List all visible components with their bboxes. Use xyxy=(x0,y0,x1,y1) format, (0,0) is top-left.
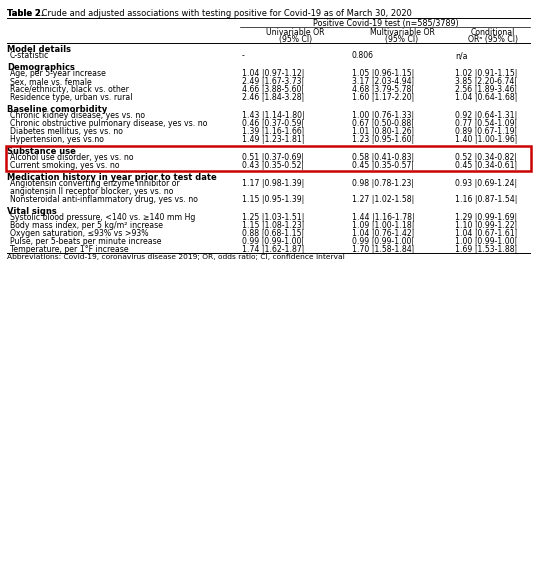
Text: Multivariable OR: Multivariable OR xyxy=(369,28,434,37)
Text: 1.25 |1.03-1.51|: 1.25 |1.03-1.51| xyxy=(242,214,304,222)
Text: Systolic blood pressure, <140 vs. ≥140 mm Hg: Systolic blood pressure, <140 vs. ≥140 m… xyxy=(10,214,195,222)
Text: 0.89 |0.67-1.19|: 0.89 |0.67-1.19| xyxy=(455,128,517,137)
Text: 1.10 |0.99-1.22|: 1.10 |0.99-1.22| xyxy=(455,222,517,231)
Text: Sex, male vs. female: Sex, male vs. female xyxy=(10,78,92,87)
Text: 1.27 |1.02-1.58|: 1.27 |1.02-1.58| xyxy=(352,196,414,205)
Text: n/a: n/a xyxy=(455,52,468,61)
Text: Chronic obstructive pulmonary disease, yes vs. no: Chronic obstructive pulmonary disease, y… xyxy=(10,120,207,129)
Text: 1.39 |1.16-1.66|: 1.39 |1.16-1.66| xyxy=(242,128,304,137)
Text: 4.68 |3.79-5.78|: 4.68 |3.79-5.78| xyxy=(352,86,414,95)
Text: 0.45 |0.34-0.61|: 0.45 |0.34-0.61| xyxy=(455,162,517,171)
Text: Angiotensin converting enzyme inhibitor or: Angiotensin converting enzyme inhibitor … xyxy=(10,180,179,188)
Text: Nonsteroidal anti-inflammatory drug, yes vs. no: Nonsteroidal anti-inflammatory drug, yes… xyxy=(10,196,198,205)
Text: 0.99 |0.99-1.00|: 0.99 |0.99-1.00| xyxy=(352,238,414,247)
Text: 1.15 |0.95-1.39|: 1.15 |0.95-1.39| xyxy=(242,196,304,205)
Text: Substance use: Substance use xyxy=(7,147,76,156)
Text: 1.04 |0.64-1.68|: 1.04 |0.64-1.68| xyxy=(455,94,517,103)
Text: 0.46 |0.37-0.59|: 0.46 |0.37-0.59| xyxy=(242,120,304,129)
Text: 0.58 |0.41-0.83|: 0.58 |0.41-0.83| xyxy=(352,154,414,163)
Text: 1.02 |0.91-1.15|: 1.02 |0.91-1.15| xyxy=(455,70,517,78)
Text: Baseline comorbidity: Baseline comorbidity xyxy=(7,105,107,114)
Text: Positive Covid-19 test (n=585/3789): Positive Covid-19 test (n=585/3789) xyxy=(313,19,459,28)
Text: 1.74 |1.62-1.87|: 1.74 |1.62-1.87| xyxy=(242,246,304,255)
Text: Age, per 5-year increase: Age, per 5-year increase xyxy=(10,70,106,78)
Text: 1.00 |0.99-1.00|: 1.00 |0.99-1.00| xyxy=(455,238,517,247)
Text: Table 2.: Table 2. xyxy=(7,9,44,18)
Text: Conditional: Conditional xyxy=(470,28,514,37)
Text: 0.67 |0.50-0.88|: 0.67 |0.50-0.88| xyxy=(352,120,414,129)
Text: 0.93 |0.69-1.24|: 0.93 |0.69-1.24| xyxy=(455,180,517,188)
Text: Table 2.: Table 2. xyxy=(7,9,44,18)
Text: 1.01 |0.80-1.26|: 1.01 |0.80-1.26| xyxy=(352,128,414,137)
Text: 0.98 |0.78-1.23|: 0.98 |0.78-1.23| xyxy=(352,180,414,188)
Text: 1.49 |1.23-1.81|: 1.49 |1.23-1.81| xyxy=(242,136,304,145)
Text: 0.77 |0.54-1.09|: 0.77 |0.54-1.09| xyxy=(455,120,517,129)
Text: 1.15 |1.08-1.23|: 1.15 |1.08-1.23| xyxy=(242,222,304,231)
Text: 1.23 |0.95-1.60|: 1.23 |0.95-1.60| xyxy=(352,136,414,145)
Text: C-statistic: C-statistic xyxy=(10,52,49,61)
Text: Abbreviations: Covid-19, coronavirus disease 2019; OR, odds ratio; CI, confidenc: Abbreviations: Covid-19, coronavirus dis… xyxy=(7,255,345,260)
Text: Univariable OR: Univariable OR xyxy=(266,28,325,37)
Text: 1.40 |1.00-1.96|: 1.40 |1.00-1.96| xyxy=(455,136,517,145)
Text: 1.05 |0.96-1.15|: 1.05 |0.96-1.15| xyxy=(352,70,414,78)
Text: 1.04 |0.76-1.42|: 1.04 |0.76-1.42| xyxy=(352,230,415,239)
Text: 3.85 |2.20-6.74|: 3.85 |2.20-6.74| xyxy=(455,78,517,87)
Text: 0.99 |0.99-1.00|: 0.99 |0.99-1.00| xyxy=(242,238,304,247)
Text: Alcohol use disorder, yes vs. no: Alcohol use disorder, yes vs. no xyxy=(10,154,134,163)
Bar xyxy=(6,146,531,171)
Text: 4.66 |3.88-5.60|: 4.66 |3.88-5.60| xyxy=(242,86,304,95)
Text: 0.806: 0.806 xyxy=(352,52,374,61)
Text: Medication history in year prior to test date: Medication history in year prior to test… xyxy=(7,173,217,182)
Text: Vital signs: Vital signs xyxy=(7,207,57,216)
Text: ORᵃ (95% CI): ORᵃ (95% CI) xyxy=(468,35,518,44)
Text: -: - xyxy=(242,52,245,61)
Text: Current smoking, yes vs. no: Current smoking, yes vs. no xyxy=(10,162,120,171)
Text: 1.04 |0.97-1.12|: 1.04 |0.97-1.12| xyxy=(242,70,304,78)
Text: Crude and adjusted associations with testing positive for Covid-19 as of March 3: Crude and adjusted associations with tes… xyxy=(39,9,412,18)
Text: 0.51 |0.37-0.69|: 0.51 |0.37-0.69| xyxy=(242,154,304,163)
Text: 1.09 |1.00-1.18|: 1.09 |1.00-1.18| xyxy=(352,222,415,231)
Text: 1.29 |0.99-1.69|: 1.29 |0.99-1.69| xyxy=(455,214,517,222)
Text: 0.92 |0.64-1.31|: 0.92 |0.64-1.31| xyxy=(455,112,517,121)
Text: Model details: Model details xyxy=(7,45,71,54)
Text: Diabetes mellitus, yes vs. no: Diabetes mellitus, yes vs. no xyxy=(10,128,123,137)
Text: (95% CI): (95% CI) xyxy=(279,35,312,44)
Text: 2.49 |1.67-3.73|: 2.49 |1.67-3.73| xyxy=(242,78,304,87)
Text: Temperature, per 1°F increase: Temperature, per 1°F increase xyxy=(10,246,129,255)
Text: 0.88 |0.68-1.15|: 0.88 |0.68-1.15| xyxy=(242,230,304,239)
Text: Chronic kidney disease, yes vs. no: Chronic kidney disease, yes vs. no xyxy=(10,112,145,121)
Text: 1.69 |1.53-1.88|: 1.69 |1.53-1.88| xyxy=(455,246,517,255)
Text: (95% CI): (95% CI) xyxy=(386,35,418,44)
Text: 1.43 |1.14-1.80|: 1.43 |1.14-1.80| xyxy=(242,112,304,121)
Text: Pulse, per 5-beats per minute increase: Pulse, per 5-beats per minute increase xyxy=(10,238,162,247)
Text: 1.04 |0.67-1.61|: 1.04 |0.67-1.61| xyxy=(455,230,517,239)
Text: 2.56 |1.89-3.46|: 2.56 |1.89-3.46| xyxy=(455,86,517,95)
Text: 0.52 |0.34-0.82|: 0.52 |0.34-0.82| xyxy=(455,154,517,163)
Text: Residence type, urban vs. rural: Residence type, urban vs. rural xyxy=(10,94,133,103)
Text: 1.44 |1.16-1.78|: 1.44 |1.16-1.78| xyxy=(352,214,415,222)
Text: angiotensin II receptor blocker, yes vs. no: angiotensin II receptor blocker, yes vs.… xyxy=(10,188,173,197)
Text: 1.16 |0.87-1.54|: 1.16 |0.87-1.54| xyxy=(455,196,517,205)
Text: 1.70 |1.58-1.84|: 1.70 |1.58-1.84| xyxy=(352,246,415,255)
Text: 1.17 |0.98-1.39|: 1.17 |0.98-1.39| xyxy=(242,180,304,188)
Text: Demographics: Demographics xyxy=(7,63,75,72)
Text: Race/ethnicity, black vs. other: Race/ethnicity, black vs. other xyxy=(10,86,129,95)
Text: 0.45 |0.35-0.57|: 0.45 |0.35-0.57| xyxy=(352,162,414,171)
Text: 0.43 |0.35-0.52|: 0.43 |0.35-0.52| xyxy=(242,162,304,171)
Text: 3.17 |2.03-4.94|: 3.17 |2.03-4.94| xyxy=(352,78,414,87)
Text: 2.46 |1.84-3.28|: 2.46 |1.84-3.28| xyxy=(242,94,304,103)
Text: Oxygen saturation, ≤93% vs >93%: Oxygen saturation, ≤93% vs >93% xyxy=(10,230,149,239)
Text: Body mass index, per 5 kg/m² increase: Body mass index, per 5 kg/m² increase xyxy=(10,222,163,231)
Text: 1.00 |0.76-1.33|: 1.00 |0.76-1.33| xyxy=(352,112,414,121)
Text: 1.60 |1.17-2.20|: 1.60 |1.17-2.20| xyxy=(352,94,414,103)
Text: Hypertension, yes vs.no: Hypertension, yes vs.no xyxy=(10,136,104,145)
